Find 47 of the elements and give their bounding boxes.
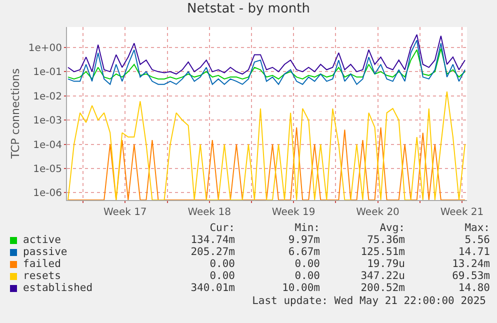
legend-label: active <box>23 234 61 246</box>
text: Cur: <box>208 222 235 234</box>
legend-label: failed <box>23 258 61 270</box>
x-tick-label: Week 21 <box>440 207 484 218</box>
text: 0.00 <box>208 270 235 282</box>
text: 14.71 <box>457 246 490 258</box>
text: 134.74m <box>190 234 235 246</box>
y-tick-label: 1e+00 <box>28 42 62 54</box>
legend-label: passive <box>23 246 68 258</box>
text: 6.67m <box>287 246 320 258</box>
text: 9.97m <box>287 234 320 246</box>
text: Last update: Wed May 21 22:00:00 2025 <box>251 295 487 307</box>
text: Min: <box>294 222 320 234</box>
text: 125.51m <box>360 246 405 258</box>
text: 13.24m <box>451 258 490 270</box>
text: Avg: <box>378 222 405 234</box>
line-series <box>68 34 466 75</box>
text: 0.00 <box>208 258 235 270</box>
legend-label: resets <box>23 270 61 282</box>
line-series <box>68 40 466 85</box>
text: 200.52m <box>360 282 405 294</box>
x-tick-label: Week 20 <box>356 207 400 218</box>
text: 75.36m <box>366 234 405 246</box>
chart-title: Netstat - by month <box>187 1 310 16</box>
text: 14.80 <box>457 282 490 294</box>
y-tick-label: 1e-05 <box>33 164 62 175</box>
y-tick-label: 1e-04 <box>33 140 62 151</box>
x-tick-label: Week 17 <box>103 207 147 218</box>
y-tick-label: 1e-03 <box>33 116 62 127</box>
x-tick-label: Week 19 <box>272 207 316 218</box>
text: 5.56 <box>464 234 490 246</box>
text: 19.79u <box>366 258 405 270</box>
y-axis-title: TCP connections <box>9 68 22 160</box>
text: 347.22u <box>360 270 405 282</box>
y-tick-label: 1e-06 <box>33 188 62 200</box>
text: 205.27m <box>190 246 235 258</box>
x-tick-label: Week 18 <box>188 207 232 218</box>
text: 0.00 <box>294 258 320 270</box>
legend-label: established <box>23 282 93 294</box>
text: 340.01m <box>190 282 235 294</box>
y-tick-label: 1e-02 <box>33 91 62 102</box>
text: Max: <box>464 222 490 234</box>
y-tick-label: 1e-01 <box>33 67 62 78</box>
line-series <box>68 48 466 80</box>
text: 10.00m <box>281 282 320 294</box>
text: 0.00 <box>294 270 320 282</box>
text: 69.53m <box>451 270 490 282</box>
